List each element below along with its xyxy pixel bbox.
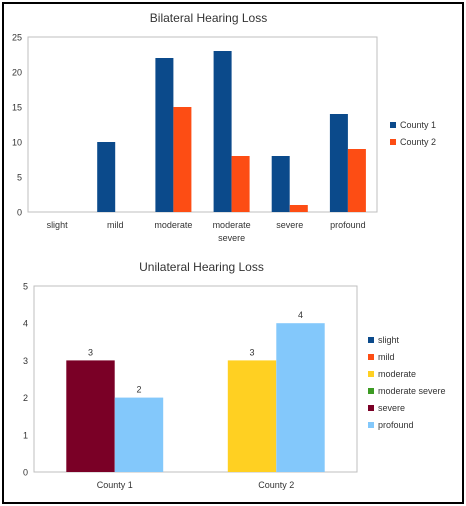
- legend-label: County 1: [400, 120, 436, 130]
- bar-county-1: [271, 156, 290, 212]
- legend-swatch: [368, 405, 374, 411]
- legend-label: slight: [378, 335, 400, 345]
- x-tick-label: moderate: [154, 220, 192, 230]
- y-tick-label: 0: [23, 468, 28, 478]
- x-tick-label: severe: [218, 233, 245, 243]
- legend-label: moderate: [378, 369, 416, 379]
- legend-swatch: [368, 371, 374, 377]
- legend-label: profound: [378, 420, 414, 430]
- y-tick-label: 0: [17, 208, 22, 218]
- y-tick-label: 15: [12, 103, 22, 113]
- bar-county-2: [347, 149, 366, 212]
- bar-profound: [276, 323, 325, 472]
- x-tick-label: moderate: [213, 220, 251, 230]
- bar-county-2: [289, 205, 308, 212]
- chart-title: Bilateral Hearing Loss: [150, 11, 267, 25]
- x-tick-label: severe: [276, 220, 303, 230]
- x-tick-label: County 2: [258, 480, 294, 490]
- chart-1: Bilateral Hearing Loss 0 5 10 15 20 25 slight mi…: [12, 11, 436, 243]
- legend-swatch: [368, 388, 374, 394]
- y-tick-label: 25: [12, 33, 22, 43]
- legend-swatch: [390, 139, 396, 145]
- y-tick-label: 4: [23, 319, 28, 329]
- chart-2: Unilateral Hearing Loss 0 1 2 3 4 5 3 2 County 1 3…: [23, 260, 446, 490]
- data-label: 3: [88, 347, 93, 357]
- chart-title: Unilateral Hearing Loss: [139, 260, 264, 274]
- y-tick-label: 2: [23, 393, 28, 403]
- legend-swatch: [368, 354, 374, 360]
- bar-county-1: [213, 51, 232, 212]
- bar-profound: [114, 397, 164, 472]
- data-label: 3: [250, 347, 255, 357]
- y-tick-label: 10: [12, 138, 22, 148]
- y-tick-label: 5: [17, 173, 22, 183]
- y-tick-label: 1: [23, 430, 28, 440]
- bar-county-2: [173, 107, 192, 212]
- legend-label: moderate severe: [378, 386, 446, 396]
- plot-area: [27, 36, 378, 213]
- y-tick-label: 3: [23, 356, 28, 366]
- legend-label: severe: [378, 403, 405, 413]
- data-label: 4: [298, 310, 303, 320]
- bar-county-1: [97, 142, 116, 212]
- legend-label: mild: [378, 352, 395, 362]
- plot-area: [33, 285, 358, 473]
- x-tick-label: County 1: [97, 480, 133, 490]
- bar-county-1: [155, 58, 174, 212]
- x-tick-label: slight: [47, 220, 69, 230]
- x-tick-label: profound: [330, 220, 366, 230]
- y-tick-label: 5: [23, 282, 28, 292]
- data-label: 2: [136, 385, 141, 395]
- legend-swatch: [368, 337, 374, 343]
- y-tick-label: 20: [12, 68, 22, 78]
- bar-county-1: [329, 114, 348, 212]
- bar-county-2: [231, 156, 250, 212]
- legend-swatch: [368, 422, 374, 428]
- bar-moderate: [227, 360, 277, 472]
- legend-swatch: [390, 122, 396, 128]
- x-tick-label: mild: [107, 220, 124, 230]
- legend-label: County 2: [400, 137, 436, 147]
- bar-severe: [66, 360, 115, 472]
